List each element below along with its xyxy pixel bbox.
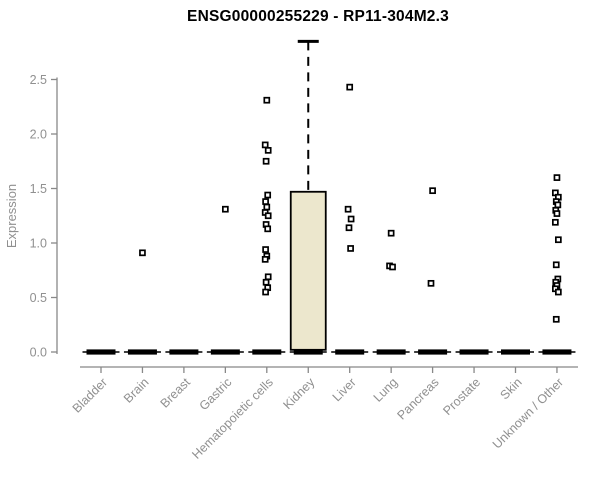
x-category-label: Gastric <box>197 375 235 413</box>
box-rect <box>289 190 327 351</box>
box-liver <box>331 349 369 355</box>
median-dash <box>86 349 116 355</box>
outlier-point <box>264 273 272 281</box>
outlier-point <box>139 249 146 257</box>
outlier-point <box>262 288 269 296</box>
x-category-label: Unknown / Other <box>490 375 566 451</box>
outlier-point <box>554 236 562 244</box>
outlier-point <box>346 83 354 91</box>
x-category-label: Pancreas <box>394 375 441 422</box>
y-tick-label: 1.5 <box>30 182 47 196</box>
x-category-label: Breast <box>158 375 194 411</box>
x-category-label: Lung <box>371 375 401 405</box>
median-dash <box>293 349 323 355</box>
boxes <box>82 39 576 355</box>
y-tick-label: 1.0 <box>30 237 47 251</box>
outlier-point <box>345 224 353 232</box>
outlier-point <box>262 198 269 205</box>
box-brain <box>123 349 161 355</box>
x-category-label: Hematopoietic cells <box>189 375 276 462</box>
outlier-point <box>344 205 352 213</box>
median-dash <box>210 349 240 355</box>
outlier-point <box>264 212 272 220</box>
outlier-point <box>264 147 272 154</box>
median-dash <box>376 349 406 355</box>
box-hematopoietic-cells <box>248 349 286 355</box>
y-axis: 0.0 0.5 1.0 1.5 2.0 2.5 Expression <box>4 73 58 360</box>
outlier-point <box>554 201 562 209</box>
box-skin <box>497 349 534 355</box>
box-breast <box>165 349 203 355</box>
outlier-point <box>263 96 271 104</box>
x-category-label: Brain <box>121 375 152 406</box>
box-prostate <box>455 349 493 355</box>
outlier-point <box>261 141 269 149</box>
y-tick-label: 2.0 <box>30 128 47 142</box>
outlier-point <box>389 263 396 271</box>
median-dash <box>501 349 530 355</box>
outlier-point <box>262 246 269 253</box>
median-dash <box>252 349 282 355</box>
median-dash <box>169 349 199 355</box>
median-dash <box>459 349 489 355</box>
y-axis-title: Expression <box>4 184 19 248</box>
y-tick-label: 0.0 <box>30 346 47 360</box>
x-category-label: Prostate <box>440 375 483 418</box>
outlier-point <box>264 191 272 199</box>
box-lung <box>372 349 410 355</box>
outlier-point <box>387 229 395 237</box>
outlier-point <box>263 203 271 211</box>
median-dash <box>127 349 157 355</box>
box-pancreas <box>414 349 452 355</box>
y-tick-label: 2.5 <box>30 73 47 87</box>
outlier-point <box>347 245 354 252</box>
outlier-point <box>552 261 560 269</box>
median-dash <box>335 349 365 355</box>
outlier-point <box>262 157 270 165</box>
y-tick-label: 0.5 <box>30 291 47 305</box>
chart-title: ENSG00000255229 - RP11-304M2.3 <box>187 8 449 25</box>
outlier-point <box>264 225 272 233</box>
median-dash <box>418 349 448 355</box>
outlier-point <box>262 278 270 286</box>
outlier-point <box>554 288 562 296</box>
box-bladder <box>82 349 120 355</box>
outlier-point <box>553 174 561 181</box>
outlier-points <box>139 83 562 323</box>
x-category-label: Kidney <box>280 375 317 412</box>
outlier-point <box>427 279 435 287</box>
x-category-label: Liver <box>330 375 359 404</box>
box-kidney <box>289 39 327 355</box>
outlier-point <box>261 256 269 263</box>
median-dash <box>542 349 572 355</box>
outlier-point <box>553 210 561 217</box>
outlier-point <box>551 218 559 226</box>
box-unknown-other <box>538 349 576 355</box>
x-category-label: Skin <box>498 375 525 402</box>
box-gastric <box>206 349 244 355</box>
outlier-point <box>222 205 229 213</box>
outlier-point <box>429 187 436 195</box>
outlier-point <box>552 315 560 323</box>
x-category-label: Bladder <box>70 375 110 415</box>
outlier-point <box>347 215 355 223</box>
